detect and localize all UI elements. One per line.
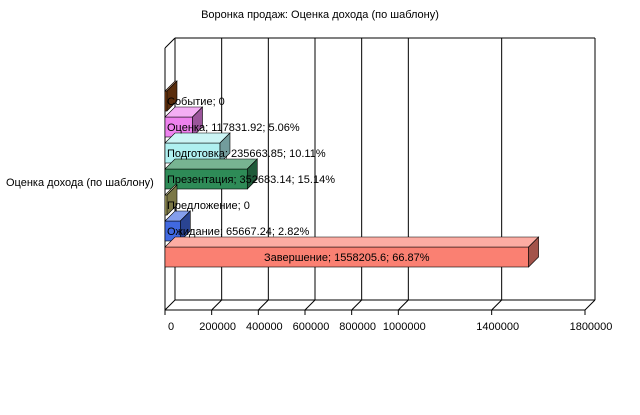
x-tick-label: 200000 (199, 321, 236, 333)
x-tick-label: 1800000 (570, 321, 613, 333)
data-label-3: Подготовка; 235663.85; 10.11% (167, 148, 326, 160)
bar-2-side (192, 106, 203, 138)
floor-gridline (257, 299, 269, 311)
bar-6-side (180, 210, 191, 242)
bar-4-side (246, 158, 258, 190)
floor-gridline (584, 299, 596, 311)
chart-title: Воронка продаж: Оценка дохода (по шаблон… (201, 9, 439, 21)
chart-bars (164, 80, 540, 268)
x-tick-label: 600000 (293, 321, 330, 333)
bar-1-side (166, 80, 178, 112)
side-wall-top-edge (164, 37, 176, 49)
floor-gridline (304, 299, 316, 311)
floor-left-edge (164, 299, 176, 311)
bar-4-top (164, 158, 259, 170)
floor-gridline (211, 299, 223, 311)
data-labels: Событие; 0 Оценка; 117831.92; 5.06% Подгот… (167, 96, 430, 264)
data-label-2: Оценка; 117831.92; 5.06% (167, 122, 300, 134)
data-label-5: Предложение; 0 (167, 200, 250, 212)
x-tick-label: 1400000 (476, 321, 519, 333)
x-tick-label: 1000000 (383, 321, 426, 333)
x-tick-label: 0 (168, 321, 174, 333)
bar-3-side (219, 132, 231, 164)
data-label-1: Событие; 0 (167, 96, 225, 108)
category-axis-label: Оценка дохода (по шаблону) (6, 177, 154, 189)
floor-gridline (351, 299, 363, 311)
floor-gridline (397, 299, 409, 311)
data-label-4: Презентация; 352683.14; 15.14% (167, 174, 335, 186)
x-axis-ticks: 0 200000 400000 600000 800000 1000000 1400000 1… (164, 310, 613, 333)
bar-7-top (164, 236, 540, 248)
x-tick-label: 400000 (246, 321, 283, 333)
bar-3-top (164, 132, 231, 144)
data-label-6: Ожидание; 65667.24; 2.82% (167, 226, 309, 238)
floor-gridline (491, 299, 503, 311)
bar-5-side (166, 184, 178, 216)
bar-7-side (528, 236, 539, 268)
data-label-7: Завершение; 1558205.6; 66.87% (264, 252, 430, 264)
x-tick-label: 800000 (339, 321, 376, 333)
